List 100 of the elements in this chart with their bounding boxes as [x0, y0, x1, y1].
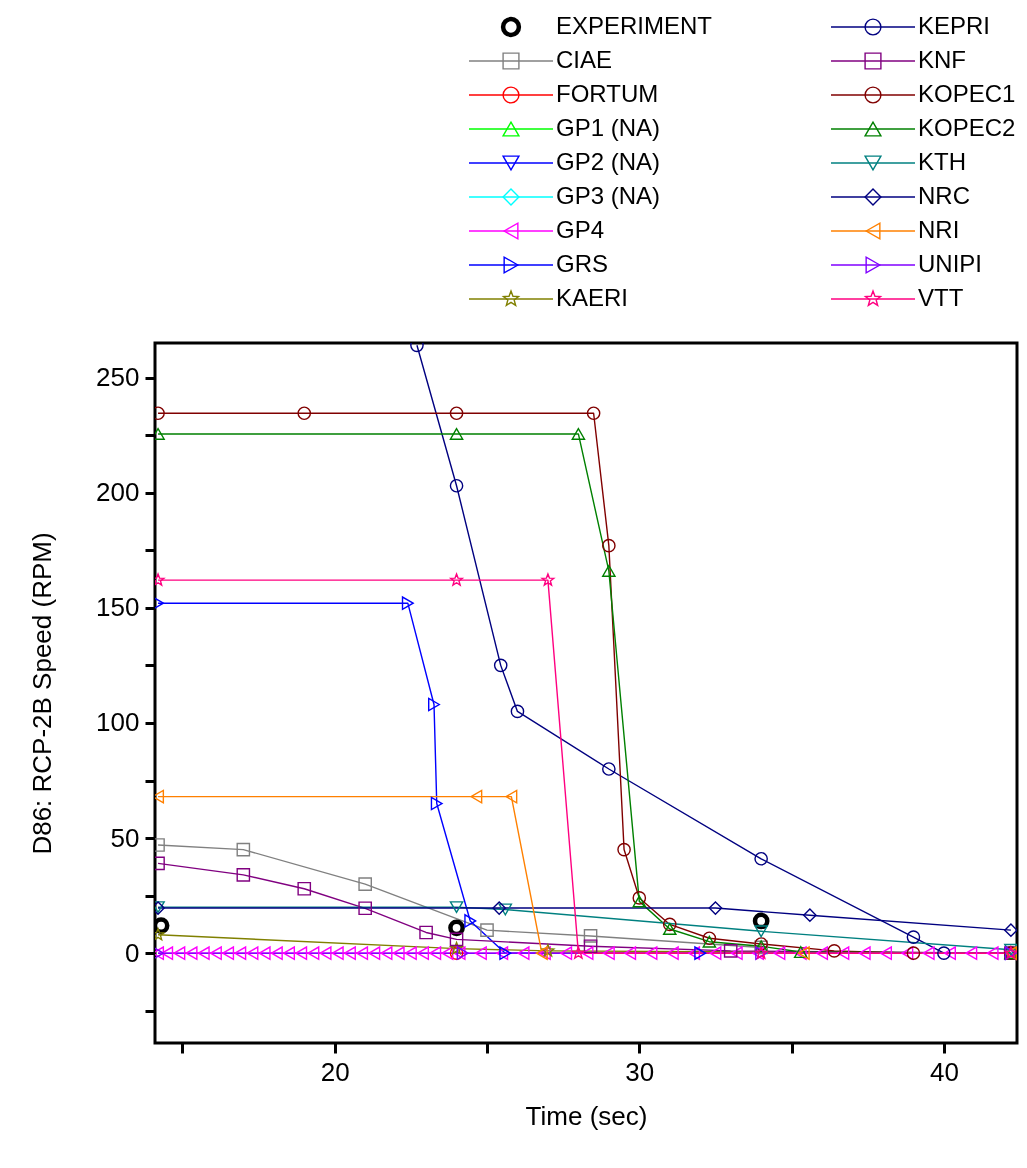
legend-label: GRS — [556, 250, 609, 277]
x-tick-label: 40 — [929, 1056, 959, 1087]
point — [449, 478, 464, 493]
y-tick-label: 150 — [96, 592, 140, 623]
point — [906, 946, 921, 961]
point — [1004, 923, 1017, 937]
point — [173, 946, 186, 961]
point — [222, 946, 235, 961]
point — [161, 946, 174, 961]
point — [358, 877, 372, 891]
point — [331, 946, 344, 961]
x-tick-label: 30 — [625, 1056, 655, 1087]
y-tick-label: 100 — [96, 707, 140, 738]
legend-label: KOPEC2 — [918, 114, 1016, 141]
point — [694, 946, 707, 961]
legend-label: GP4 — [556, 216, 605, 243]
point — [754, 851, 768, 866]
legend-label: KTH — [918, 148, 966, 175]
point — [709, 946, 722, 961]
point — [401, 596, 414, 611]
point — [246, 946, 259, 961]
point — [450, 573, 464, 586]
point — [730, 946, 743, 961]
legend-label: FORTUM — [556, 80, 659, 107]
point — [307, 946, 320, 961]
point — [295, 946, 308, 961]
point — [270, 946, 283, 961]
point — [880, 946, 893, 961]
point — [297, 881, 312, 896]
point — [624, 946, 637, 961]
legend-label: GP2 (NA) — [556, 148, 661, 175]
point — [965, 946, 978, 961]
point — [922, 946, 935, 961]
point — [541, 573, 555, 586]
point — [368, 946, 381, 961]
point — [185, 946, 198, 961]
point — [662, 923, 677, 936]
point — [356, 946, 369, 961]
point — [480, 923, 494, 937]
point — [430, 796, 443, 811]
legend-label: GP1 (NA) — [556, 114, 661, 141]
point — [827, 944, 842, 958]
point — [449, 427, 464, 440]
legend-label: KAERI — [556, 284, 629, 311]
legend-label: KOPEC1 — [918, 80, 1016, 107]
legend-label: EXPERIMENT — [556, 12, 713, 39]
point — [428, 697, 441, 712]
point — [688, 946, 701, 961]
point — [583, 939, 598, 954]
legend-label: NRC — [918, 182, 970, 209]
y-tick-label: 250 — [96, 362, 140, 393]
legend-label: VTT — [918, 284, 964, 311]
point — [901, 946, 914, 961]
point — [343, 946, 356, 961]
point — [702, 935, 717, 948]
point — [392, 946, 405, 961]
point — [236, 868, 251, 882]
point — [708, 901, 723, 915]
point — [498, 903, 513, 916]
point — [586, 406, 601, 421]
point — [858, 946, 871, 961]
point — [297, 406, 312, 421]
point — [358, 901, 372, 916]
y-tick-label: 50 — [110, 822, 140, 853]
point — [773, 946, 786, 961]
point — [837, 946, 850, 961]
point — [803, 908, 817, 923]
point — [429, 946, 442, 961]
point — [541, 944, 555, 957]
legend-label: KEPRI — [918, 12, 991, 39]
point — [155, 917, 170, 934]
point — [602, 538, 616, 553]
legend-label: KNF — [918, 46, 966, 73]
point — [517, 946, 530, 961]
point — [632, 895, 647, 908]
point — [417, 946, 430, 961]
point — [474, 946, 487, 961]
point — [662, 917, 677, 932]
point — [602, 564, 616, 577]
point — [602, 946, 615, 961]
point — [209, 946, 222, 961]
y-axis-title: D86: RCP-2B Speed (RPM) — [27, 532, 58, 855]
legend-label: NRI — [918, 216, 960, 243]
point — [560, 946, 573, 961]
point — [492, 901, 507, 915]
point — [449, 932, 464, 947]
point — [319, 946, 332, 961]
point — [816, 946, 829, 961]
point — [234, 946, 247, 961]
y-tick-label: 200 — [96, 477, 140, 508]
point — [404, 946, 417, 961]
point — [449, 901, 464, 914]
legend-label: CIAE — [556, 46, 613, 73]
point — [470, 789, 483, 804]
point — [581, 946, 594, 961]
point — [986, 946, 999, 961]
point — [380, 946, 393, 961]
point — [197, 946, 210, 961]
point — [419, 925, 433, 940]
point — [258, 946, 271, 961]
